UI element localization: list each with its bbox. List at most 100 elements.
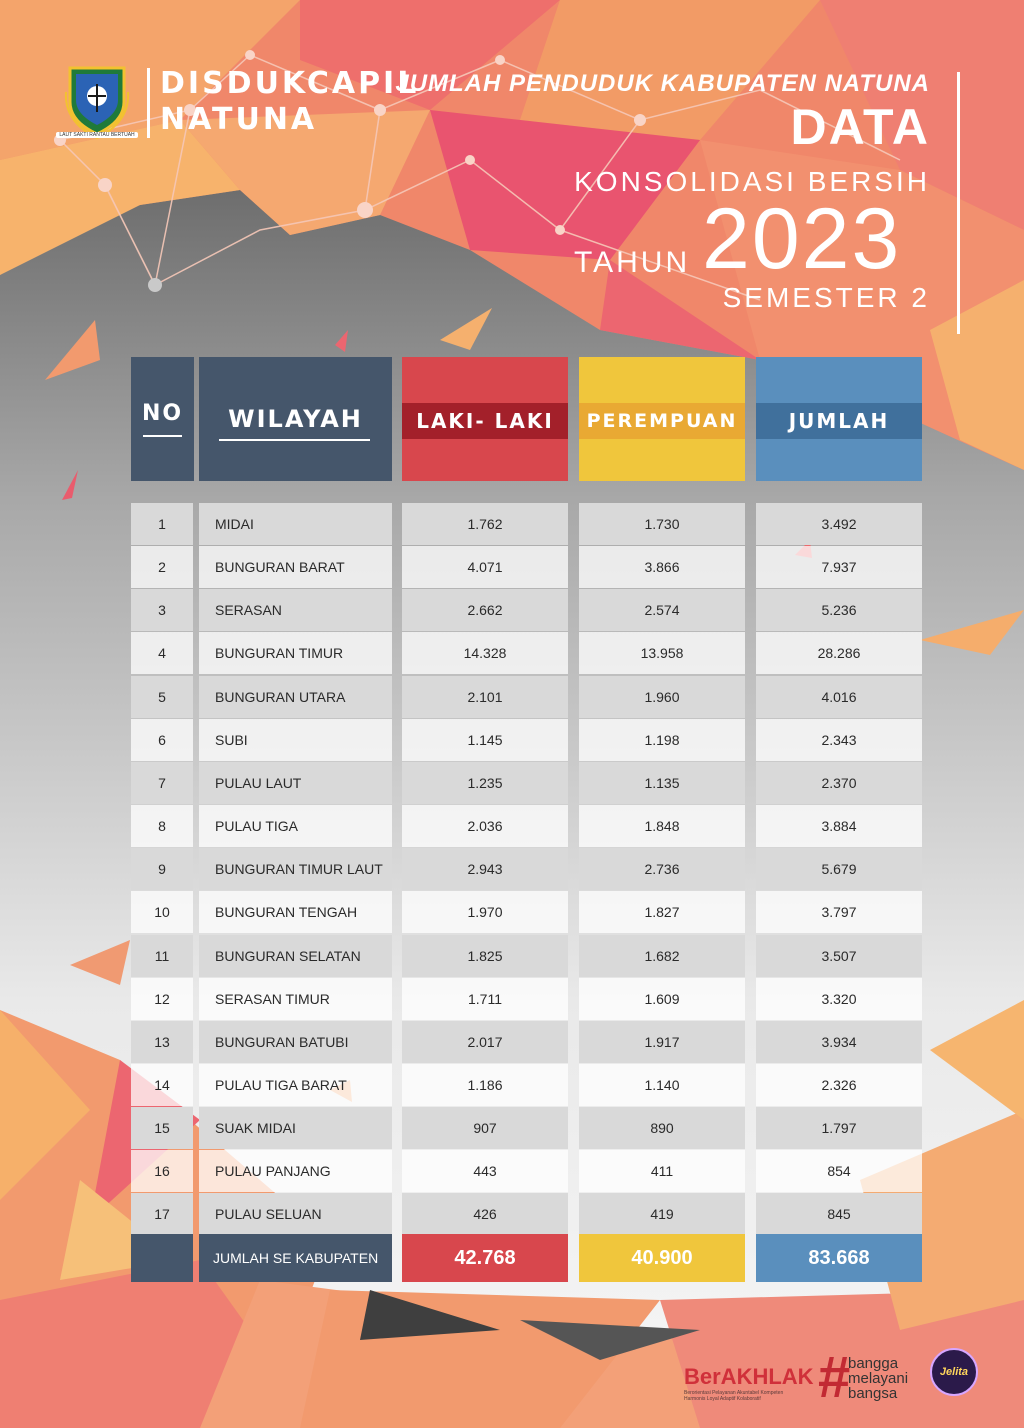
table-cell-wilayah: PULAU TIGA BARAT xyxy=(199,1064,392,1106)
table-cell-jumlah: 1.797 xyxy=(756,1107,922,1149)
table-cell-laki: 2.101 xyxy=(402,676,568,718)
table-cell-perempuan: 1.917 xyxy=(579,1021,745,1063)
table-cell-no: 1 xyxy=(131,503,193,545)
table-cell-laki: 1.186 xyxy=(402,1064,568,1106)
org-name-line2: NATUNA xyxy=(160,102,318,137)
table-cell-no: 13 xyxy=(131,1021,193,1063)
table-cell-wilayah: BUNGURAN SELATAN xyxy=(199,935,392,977)
total-no-cell xyxy=(131,1234,193,1282)
table-cell-wilayah: BUNGURAN UTARA xyxy=(199,676,392,718)
table-cell-wilayah: BUNGURAN TIMUR xyxy=(199,632,392,674)
column-header-jumlah: JUMLAH xyxy=(756,357,922,481)
table-cell-wilayah: SUBI xyxy=(199,719,392,761)
table-cell-jumlah: 3.797 xyxy=(756,891,922,933)
table-cell-laki: 2.662 xyxy=(402,589,568,631)
table-cell-wilayah: PULAU TIGA xyxy=(199,805,392,847)
column-header-laki: LAKI- LAKI xyxy=(402,357,568,481)
table-cell-no: 14 xyxy=(131,1064,193,1106)
table-cell-laki: 907 xyxy=(402,1107,568,1149)
table-cell-laki: 2.943 xyxy=(402,848,568,890)
table-cell-jumlah: 5.679 xyxy=(756,848,922,890)
table-cell-wilayah: BUNGURAN BARAT xyxy=(199,546,392,588)
table-cell-laki: 1.762 xyxy=(402,503,568,545)
table-cell-wilayah: MIDAI xyxy=(199,503,392,545)
table-cell-jumlah: 3.507 xyxy=(756,935,922,977)
table-cell-no: 8 xyxy=(131,805,193,847)
table-cell-perempuan: 1.198 xyxy=(579,719,745,761)
table-cell-perempuan: 1.682 xyxy=(579,935,745,977)
table-cell-wilayah: BUNGURAN BATUBI xyxy=(199,1021,392,1063)
table-cell-jumlah: 3.320 xyxy=(756,978,922,1020)
column-header-jumlah-label: JUMLAH xyxy=(756,403,922,439)
hashtag-icon: # xyxy=(818,1345,851,1410)
bangga-line1: bangga xyxy=(848,1355,899,1372)
table-cell-laki: 426 xyxy=(402,1193,568,1235)
table-cell-perempuan: 2.574 xyxy=(579,589,745,631)
table-cell-jumlah: 854 xyxy=(756,1150,922,1192)
table-cell-no: 7 xyxy=(131,762,193,804)
table-cell-laki: 1.970 xyxy=(402,891,568,933)
bangga-line3: bangsa xyxy=(848,1385,898,1402)
table-cell-no: 9 xyxy=(131,848,193,890)
table-cell-wilayah: PULAU SELUAN xyxy=(199,1193,392,1235)
table-cell-wilayah: SERASAN xyxy=(199,589,392,631)
berakhlak-wordmark: BerAKHLAK xyxy=(684,1364,814,1389)
total-label: JUMLAH SE KABUPATEN xyxy=(199,1234,392,1282)
column-header-laki-label: LAKI- LAKI xyxy=(402,403,568,439)
table-cell-jumlah: 845 xyxy=(756,1193,922,1235)
regency-crest-logo: LAUT SAKTI RANTAU BERTUAH xyxy=(56,62,138,140)
title-line: JUMLAH PENDUDUK KABUPATEN NATUNA xyxy=(395,70,930,97)
table-cell-jumlah: 5.236 xyxy=(756,589,922,631)
table-cell-laki: 2.017 xyxy=(402,1021,568,1063)
jelita-badge-logo: Jelita xyxy=(930,1348,978,1396)
header-divider-right xyxy=(957,72,960,334)
table-cell-no: 15 xyxy=(131,1107,193,1149)
table-cell-perempuan: 3.866 xyxy=(579,546,745,588)
subtitle: KONSOLIDASI BERSIH xyxy=(574,166,930,197)
column-header-wilayah: WILAYAH xyxy=(199,357,392,481)
table-cell-laki: 2.036 xyxy=(402,805,568,847)
data-label: DATA xyxy=(790,99,930,155)
table-cell-perempuan: 890 xyxy=(579,1107,745,1149)
no-underline xyxy=(143,435,182,437)
jelita-wordmark: Jelita xyxy=(939,1366,969,1378)
org-name-line1: DISDUKCAPIL xyxy=(160,66,420,101)
table-cell-no: 6 xyxy=(131,719,193,761)
table-cell-no: 4 xyxy=(131,632,193,674)
table-cell-perempuan: 1.140 xyxy=(579,1064,745,1106)
table-cell-laki: 443 xyxy=(402,1150,568,1192)
berakhlak-tagline-1: Berorientasi Pelayanan Akuntabel Kompete… xyxy=(684,1390,784,1396)
table-cell-laki: 1.145 xyxy=(402,719,568,761)
table-cell-no: 3 xyxy=(131,589,193,631)
total-jumlah: 83.668 xyxy=(756,1234,922,1282)
table-cell-jumlah: 2.343 xyxy=(756,719,922,761)
table-cell-wilayah: SUAK MIDAI xyxy=(199,1107,392,1149)
table-cell-laki: 1.825 xyxy=(402,935,568,977)
logo-motto: LAUT SAKTI RANTAU BERTUAH xyxy=(56,132,138,138)
table-cell-laki: 14.328 xyxy=(402,632,568,674)
table-cell-no: 10 xyxy=(131,891,193,933)
total-laki: 42.768 xyxy=(402,1234,568,1282)
table-cell-jumlah: 2.370 xyxy=(756,762,922,804)
table-cell-no: 11 xyxy=(131,935,193,977)
table-cell-perempuan: 1.135 xyxy=(579,762,745,804)
semester: SEMESTER 2 xyxy=(722,282,930,313)
table-cell-laki: 1.711 xyxy=(402,978,568,1020)
table-cell-perempuan: 1.730 xyxy=(579,503,745,545)
table-cell-wilayah: PULAU LAUT xyxy=(199,762,392,804)
table-cell-jumlah: 4.016 xyxy=(756,676,922,718)
column-header-wilayah-label: WILAYAH xyxy=(228,405,363,433)
table-cell-jumlah: 3.492 xyxy=(756,503,922,545)
table-cell-perempuan: 411 xyxy=(579,1150,745,1192)
table-cell-jumlah: 3.934 xyxy=(756,1021,922,1063)
table-cell-wilayah: PULAU PANJANG xyxy=(199,1150,392,1192)
berakhlak-logo: BerAKHLAK Berorientasi Pelayanan Akuntab… xyxy=(684,1364,814,1402)
table-cell-perempuan: 13.958 xyxy=(579,632,745,674)
table-cell-perempuan: 1.848 xyxy=(579,805,745,847)
wilayah-underline xyxy=(219,439,370,441)
table-cell-jumlah: 28.286 xyxy=(756,632,922,674)
table-cell-jumlah: 7.937 xyxy=(756,546,922,588)
tahun-label: TAHUN xyxy=(574,246,691,279)
column-header-perempuan: PEREMPUAN xyxy=(579,357,745,481)
header-divider-left xyxy=(147,68,150,138)
